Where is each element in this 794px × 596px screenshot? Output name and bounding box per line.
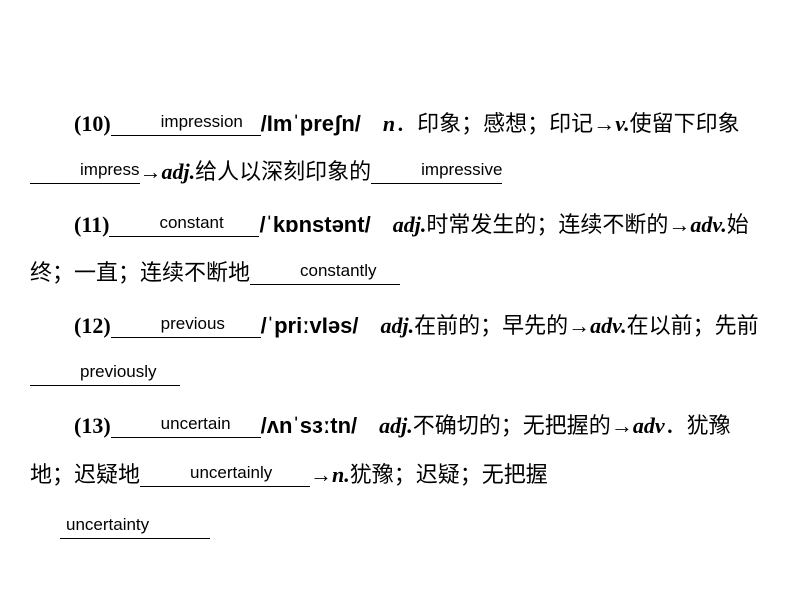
entry-10: (10)impression/Imˈpreʃn/ n．印象；感想；印记→v.使留… [30,100,764,197]
headword-blank: uncertain [111,415,261,438]
pos: adv [633,413,665,438]
answer-blank: uncertainty [60,516,210,539]
answer: uncertain [155,414,231,433]
headword-blank: constant [109,214,259,237]
pos: adj. [379,413,413,438]
pos: adj. [393,212,427,237]
answer-blank: uncertainly [140,464,310,487]
answer: constant [153,213,223,232]
answer: constantly [294,261,377,280]
def: 给人以深刻印象的 [195,159,371,184]
def: 时常发生的；连续不断的 [426,212,668,237]
ipa: /ˈpriːvIəs/ [261,313,359,338]
pos: n. [332,462,350,487]
entry-12: (12)previous/ˈpriːvIəs/ adj.在前的；早先的→adv.… [30,302,764,399]
answer: impressive [415,160,502,179]
answer-blank: impressive [371,161,502,184]
answer-blank: impress [30,161,140,184]
def: 不确切的；无把握的 [413,413,611,438]
pos: adj. [162,159,196,184]
ipa: /ˈkɒnstənt/ [259,212,370,237]
headword-blank: previous [111,315,261,338]
headword-blank: impression [111,113,261,136]
def: 在以前；先前 [627,313,759,338]
answer: uncertainty [60,515,149,534]
entry-number: (12) [74,313,111,338]
pos: adj. [380,313,414,338]
entry-11: (11)constant/ˈkɒnstənt/ adj.时常发生的；连续不断的→… [30,201,764,298]
answer: previous [155,314,225,333]
def: 犹豫；迟疑；无把握 [350,462,548,487]
def: 使留下印象 [630,111,740,136]
pos: adv. [590,313,626,338]
entry-13: (13)uncertain/ʌnˈsɜːtn/ adj.不确切的；无把握的→ad… [30,402,764,499]
answer: impression [155,112,243,131]
pos: v. [615,111,629,136]
answer: previously [74,362,157,381]
def: 印象；感想；印记 [417,111,593,136]
answer-blank: constantly [250,262,400,285]
pos: n [383,111,395,136]
answer: impress [74,160,140,179]
content-area: (10)impression/Imˈpreʃn/ n．印象；感想；印记→v.使留… [0,0,794,552]
entry-number: (13) [74,413,111,438]
answer: uncertainly [184,463,272,482]
ipa: /Imˈpreʃn/ [261,111,361,136]
pos: adv. [690,212,726,237]
entry-13-cont: uncertainty [30,503,764,551]
entry-number: (10) [74,111,111,136]
ipa: /ʌnˈsɜːtn/ [261,413,358,438]
answer-blank: previously [30,363,180,386]
def: 在前的；早先的 [414,313,568,338]
entry-number: (11) [74,212,109,237]
